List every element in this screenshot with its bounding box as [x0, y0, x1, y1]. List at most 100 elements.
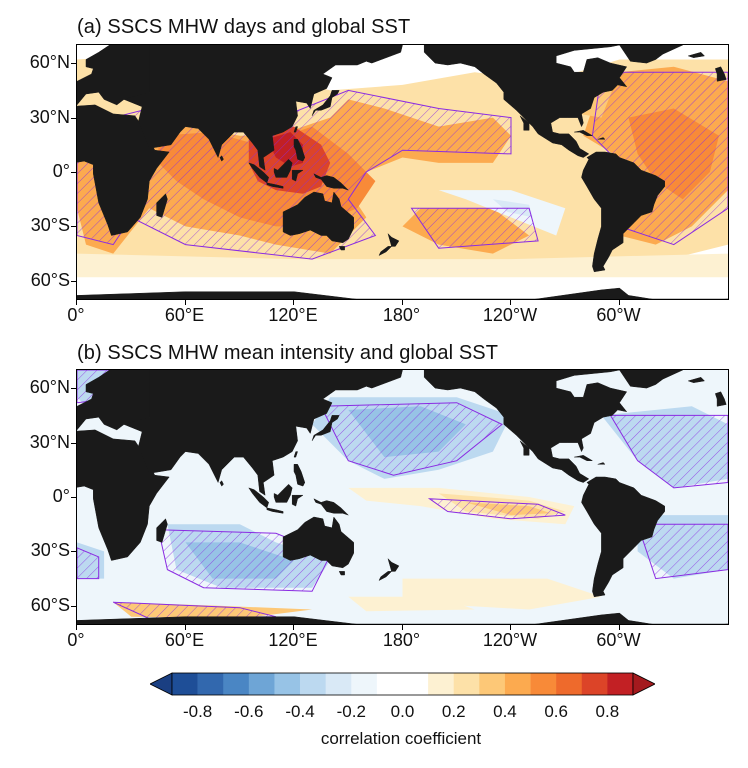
landmass-nz2 [378, 246, 393, 257]
landmass-philippines [293, 139, 306, 162]
colorbar-segment [530, 673, 557, 695]
lat-tick-label: 0° [52, 486, 70, 506]
significance-hatch-region [77, 547, 100, 580]
landmass-iceland [687, 377, 706, 383]
landmass-nz1 [387, 232, 400, 247]
lat-tick-label: 0° [52, 161, 70, 181]
colorbar-segment [479, 673, 506, 695]
colorbar-segment [197, 673, 224, 695]
lat-tick-mark [71, 551, 76, 553]
lat-tick-mark [71, 605, 76, 607]
landmass-baja [519, 115, 530, 131]
lat-tick-mark [71, 497, 76, 498]
lat-tick-label: 60°S [30, 594, 70, 615]
colorbar-segment [581, 673, 608, 695]
colorbar-segment [376, 673, 403, 695]
lon-tick-label: 120°E [268, 305, 318, 325]
colorbar-tick-label: -0.6 [234, 702, 264, 721]
colorbar-segment [274, 673, 301, 695]
landmass-taiwan [293, 126, 298, 133]
colorbar-segment [300, 673, 326, 695]
lon-tick-mark [618, 300, 620, 305]
landmass-europe [77, 45, 150, 106]
landmass-tasmania [338, 246, 345, 251]
landmass-europe [77, 370, 150, 431]
map-panel-b [76, 369, 729, 625]
colorbar-title: correlation coefficient [320, 729, 482, 748]
landmass-srilanka [219, 480, 224, 487]
landmass-srilanka [219, 155, 224, 162]
lat-tick-label: 60°N [29, 52, 70, 73]
colorbar-tick-label: -0.4 [285, 702, 315, 721]
lat-tick-mark [71, 172, 76, 173]
landmass-sulawesi [291, 494, 304, 507]
lon-tick-label: 180° [382, 305, 421, 325]
lon-tick-label: 180° [382, 630, 421, 650]
landmass-australia [282, 516, 354, 569]
lat-tick-mark [71, 117, 76, 119]
landmass-borneo [273, 158, 293, 178]
landmass-java [266, 182, 284, 189]
landmass-baja [519, 440, 530, 456]
lon-tick-mark [401, 625, 403, 630]
lon-tick-mark [76, 625, 77, 630]
lat-tick-label: 60°S [30, 269, 70, 290]
landmass-java [266, 507, 284, 514]
landmass-cuba [574, 455, 594, 461]
lon-tick-mark [184, 300, 186, 305]
lat-tick-label: 30°S [30, 540, 70, 561]
landmass-japan [311, 415, 340, 441]
lat-tick-mark [71, 63, 76, 65]
lon-tick-label: 60°E [164, 630, 205, 650]
landmass-philippines [293, 464, 306, 487]
landmass-newguinea [313, 173, 349, 191]
landmass-nz1 [387, 557, 400, 572]
landmass-taiwan [293, 451, 298, 458]
lat-tick-mark [71, 442, 76, 444]
map-a-canvas [77, 45, 728, 299]
lon-tick-label: 60°E [164, 305, 205, 325]
colorbar-segment [402, 673, 429, 695]
landmass-sumatra [248, 162, 269, 184]
significance-hatch-region [609, 414, 728, 489]
landmass-southamerica [581, 151, 665, 273]
correlation-field-patch [348, 596, 475, 612]
colorbar-tick-label: 0.4 [493, 702, 517, 721]
lon-tick-mark [184, 625, 186, 630]
colorbar-segment [556, 673, 583, 695]
colorbar [150, 672, 655, 696]
significance-hatch-region [410, 207, 539, 249]
significance-hatch-region [320, 402, 503, 476]
landmass-cuba [574, 130, 594, 136]
lon-tick-label: 60°W [596, 305, 641, 325]
colorbar-segment [428, 673, 455, 695]
landmass-antarctica [77, 287, 728, 299]
lon-tick-mark [510, 300, 511, 305]
landmass-sulawesi [291, 169, 304, 182]
landmass-uk [714, 391, 727, 407]
landmass-newguinea [313, 498, 349, 516]
panel-a-title: (a) SSCS MHW days and global SST [77, 16, 411, 38]
lon-tick-label: 60°W [596, 630, 641, 650]
colorbar-segment [223, 673, 250, 695]
lon-tick-label: 0° [67, 305, 85, 325]
colorbar-tick-label: -0.2 [336, 702, 366, 721]
landmass-greenland [619, 45, 683, 64]
landmass-australia [282, 191, 354, 244]
colorbar-tick-label: 0.2 [441, 702, 466, 721]
landmass-sumatra [248, 487, 269, 509]
significance-hatch-region [636, 523, 728, 580]
colorbar-segment [607, 673, 634, 695]
lon-tick-label: 120°W [482, 630, 538, 650]
landmass-nz2 [378, 571, 393, 582]
colorbar-tick-label: 0.6 [544, 702, 568, 721]
landmass-asia [123, 370, 403, 496]
lat-tick-label: 60°N [29, 377, 70, 398]
landmass-greenland [619, 370, 683, 389]
landmass-southamerica [581, 476, 665, 598]
colorbar-segment [248, 673, 275, 695]
lon-tick-mark [510, 625, 511, 630]
lat-tick-mark [71, 388, 76, 390]
colorbar-segment [504, 673, 531, 695]
landmass-japan [311, 90, 340, 116]
